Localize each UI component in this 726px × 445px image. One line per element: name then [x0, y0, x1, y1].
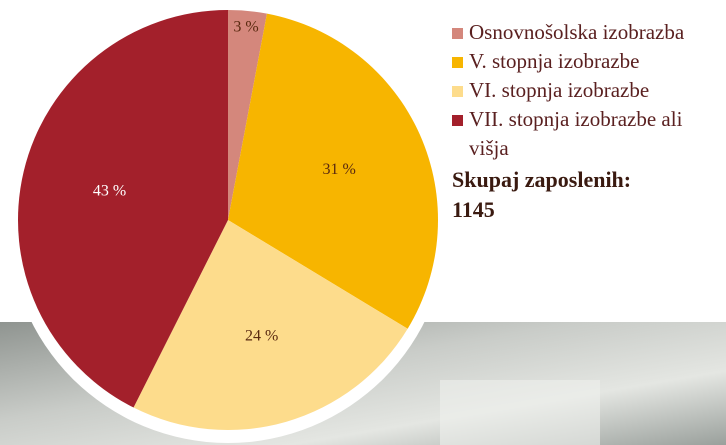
data-label: 3 %: [233, 18, 258, 35]
legend-item: V. stopnja izobrazbe: [452, 47, 722, 76]
legend-item: Osnovnošolska izobrazba: [452, 18, 722, 47]
legend-label: VI. stopnja izobrazbe: [469, 76, 704, 105]
legend-label: VII. stopnja izobrazbe ali višja: [469, 105, 704, 163]
data-label: 43 %: [93, 183, 126, 200]
legend-swatch: [452, 28, 463, 39]
page: 3 %31 %24 %43 % Osnovnošolska izobrazbaV…: [0, 0, 726, 445]
legend-label: V. stopnja izobrazbe: [469, 47, 704, 76]
legend-item: VII. stopnja izobrazbe ali višja: [452, 105, 722, 163]
background-detail: [440, 380, 600, 445]
legend-swatch: [452, 86, 463, 97]
data-label: 31 %: [323, 161, 356, 178]
total-value: 1145: [452, 195, 722, 225]
data-label: 24 %: [245, 328, 278, 345]
legend-label: Osnovnošolska izobrazba: [469, 18, 704, 47]
legend-swatch: [452, 57, 463, 68]
legend-item: VI. stopnja izobrazbe: [452, 76, 722, 105]
total-label: Skupaj zaposlenih:: [452, 165, 722, 195]
legend-swatch: [452, 115, 463, 126]
